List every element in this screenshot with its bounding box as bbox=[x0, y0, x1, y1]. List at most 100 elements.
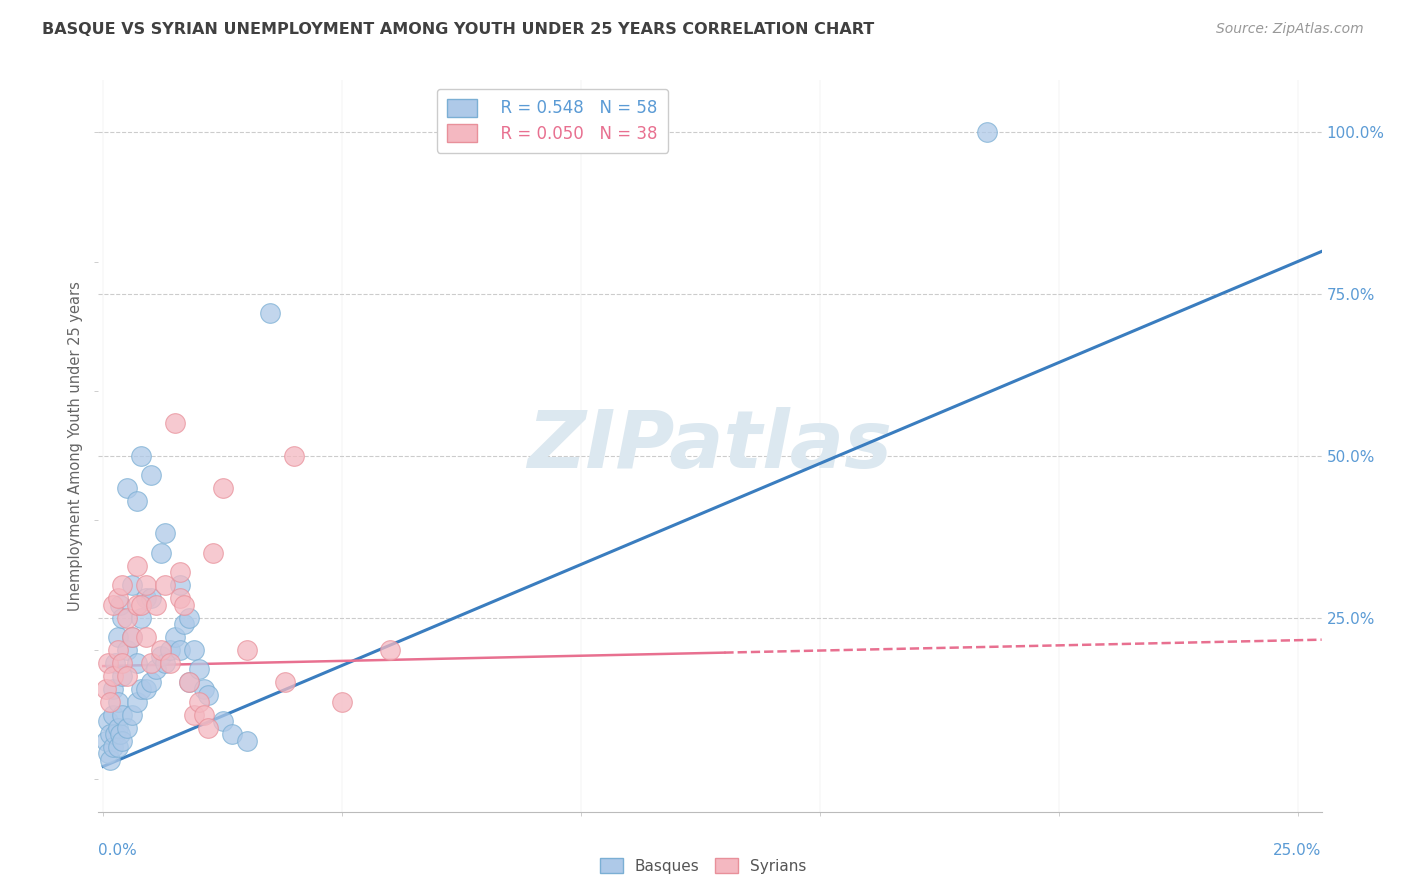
Point bbox=[108, 598, 131, 612]
Point bbox=[197, 721, 219, 735]
Point bbox=[101, 669, 124, 683]
Point bbox=[193, 707, 215, 722]
Point bbox=[111, 578, 134, 592]
Point bbox=[173, 598, 195, 612]
Point bbox=[101, 739, 124, 754]
Point bbox=[163, 630, 186, 644]
Text: 0.0%: 0.0% bbox=[98, 843, 138, 858]
Point bbox=[183, 643, 205, 657]
Point bbox=[111, 733, 134, 747]
Point bbox=[94, 733, 117, 747]
Point bbox=[145, 662, 167, 676]
Point bbox=[125, 598, 148, 612]
Point bbox=[121, 578, 143, 592]
Point bbox=[187, 695, 209, 709]
Point bbox=[107, 591, 129, 606]
Point bbox=[121, 630, 143, 644]
Point bbox=[97, 714, 120, 728]
Point bbox=[173, 617, 195, 632]
Point bbox=[121, 707, 143, 722]
Text: 25.0%: 25.0% bbox=[1274, 843, 1322, 858]
Point bbox=[197, 688, 219, 702]
Point bbox=[111, 610, 134, 624]
Point bbox=[211, 481, 233, 495]
Point bbox=[111, 669, 134, 683]
Point bbox=[115, 643, 138, 657]
Point bbox=[149, 649, 172, 664]
Point bbox=[107, 643, 129, 657]
Point bbox=[159, 656, 181, 670]
Point bbox=[111, 656, 134, 670]
Point bbox=[135, 681, 157, 696]
Point bbox=[139, 591, 162, 606]
Point bbox=[97, 656, 120, 670]
Point bbox=[202, 546, 225, 560]
Point bbox=[179, 675, 201, 690]
Point bbox=[149, 643, 172, 657]
Point bbox=[97, 747, 120, 761]
Point bbox=[283, 449, 305, 463]
Point bbox=[125, 695, 148, 709]
Point bbox=[235, 643, 257, 657]
Point bbox=[115, 610, 138, 624]
Point bbox=[145, 598, 167, 612]
Point bbox=[193, 681, 215, 696]
Point bbox=[131, 681, 153, 696]
Point bbox=[125, 656, 148, 670]
Point bbox=[259, 306, 281, 320]
Point bbox=[169, 643, 191, 657]
Point bbox=[101, 707, 124, 722]
Point bbox=[98, 727, 121, 741]
Point bbox=[139, 675, 162, 690]
Point bbox=[139, 656, 162, 670]
Point bbox=[107, 630, 129, 644]
Point bbox=[131, 598, 153, 612]
Point bbox=[149, 546, 172, 560]
Point bbox=[976, 125, 998, 139]
Text: ZIPatlas: ZIPatlas bbox=[527, 407, 893, 485]
Point bbox=[235, 733, 257, 747]
Point bbox=[179, 610, 201, 624]
Point bbox=[135, 591, 157, 606]
Point bbox=[155, 526, 177, 541]
Point bbox=[115, 669, 138, 683]
Point bbox=[98, 753, 121, 767]
Point bbox=[211, 714, 233, 728]
Point bbox=[107, 695, 129, 709]
Legend: Basques, Syrians: Basques, Syrians bbox=[593, 852, 813, 880]
Point bbox=[98, 695, 121, 709]
Point bbox=[221, 727, 243, 741]
Point bbox=[115, 721, 138, 735]
Point bbox=[121, 630, 143, 644]
Point bbox=[135, 630, 157, 644]
Point bbox=[104, 656, 127, 670]
Y-axis label: Unemployment Among Youth under 25 years: Unemployment Among Youth under 25 years bbox=[67, 281, 83, 611]
Point bbox=[115, 481, 138, 495]
Point bbox=[101, 598, 124, 612]
Point bbox=[131, 449, 153, 463]
Point bbox=[330, 695, 353, 709]
Point bbox=[159, 643, 181, 657]
Point bbox=[101, 681, 124, 696]
Point bbox=[155, 656, 177, 670]
Point bbox=[94, 681, 117, 696]
Point bbox=[108, 727, 131, 741]
Point bbox=[125, 494, 148, 508]
Point bbox=[107, 739, 129, 754]
Point bbox=[155, 578, 177, 592]
Text: BASQUE VS SYRIAN UNEMPLOYMENT AMONG YOUTH UNDER 25 YEARS CORRELATION CHART: BASQUE VS SYRIAN UNEMPLOYMENT AMONG YOUT… bbox=[42, 22, 875, 37]
Point bbox=[169, 566, 191, 580]
Point bbox=[274, 675, 297, 690]
Point bbox=[104, 727, 127, 741]
Point bbox=[163, 417, 186, 431]
Text: Source: ZipAtlas.com: Source: ZipAtlas.com bbox=[1216, 22, 1364, 37]
Point bbox=[183, 707, 205, 722]
Legend:   R = 0.548   N = 58,   R = 0.050   N = 38: R = 0.548 N = 58, R = 0.050 N = 38 bbox=[437, 88, 668, 153]
Point bbox=[107, 721, 129, 735]
Point bbox=[125, 558, 148, 573]
Point bbox=[179, 675, 201, 690]
Point bbox=[187, 662, 209, 676]
Point bbox=[135, 578, 157, 592]
Point bbox=[111, 707, 134, 722]
Point bbox=[169, 578, 191, 592]
